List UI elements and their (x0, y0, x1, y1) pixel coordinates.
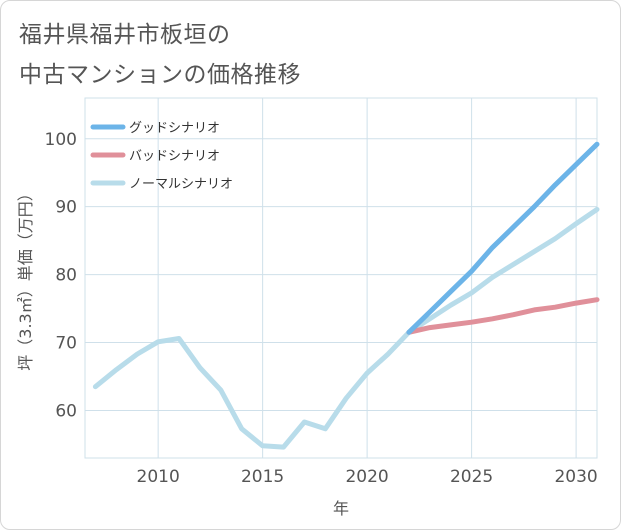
chart-title: 福井県福井市板垣の 中古マンションの価格推移 (19, 15, 301, 95)
series-line-2 (406, 297, 600, 335)
legend-label-3: ノーマルシナリオ (129, 177, 233, 192)
x-tick-label: 2030 (554, 467, 597, 487)
legend-label-1: グッドシナリオ (129, 121, 220, 136)
y-tick-label: 70 (55, 334, 77, 354)
x-tick-label: 2020 (345, 467, 388, 487)
grid-lines (84, 97, 598, 459)
chart-title-line-1: 福井県福井市板垣の (19, 22, 231, 48)
legend-label-2: バッドシナリオ (129, 149, 220, 164)
series-line-3 (92, 206, 600, 450)
series-lines (92, 141, 600, 450)
y-tick-label: 90 (55, 198, 77, 218)
x-axis-title: 年 (333, 499, 349, 518)
x-tick-label: 2010 (137, 467, 180, 487)
x-tick-label: 2025 (450, 467, 493, 487)
y-axis-title: 坪（3.3㎡）単価（万円） (16, 185, 35, 370)
x-tick-label: 2015 (241, 467, 284, 487)
series-line-1 (406, 141, 600, 335)
chart-title-line-2: 中古マンションの価格推移 (19, 62, 301, 88)
y-tick-label: 100 (45, 130, 77, 150)
plot-area (84, 97, 598, 459)
axes: 2010 2015 2020 2025 2030 60 70 80 90 100 (45, 130, 598, 487)
y-tick-label: 80 (55, 266, 77, 286)
y-tick-label: 60 (55, 401, 77, 421)
